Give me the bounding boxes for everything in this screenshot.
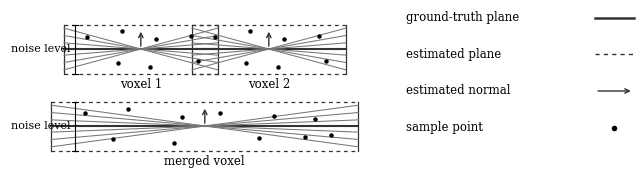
Text: voxel 2: voxel 2 (248, 78, 290, 91)
Text: noise level: noise level (11, 44, 70, 54)
Text: ground-truth plane: ground-truth plane (406, 11, 520, 24)
Text: noise level: noise level (11, 121, 70, 131)
Text: sample point: sample point (406, 121, 483, 134)
Text: estimated plane: estimated plane (406, 48, 502, 61)
Text: merged voxel: merged voxel (164, 155, 245, 168)
Text: voxel 1: voxel 1 (120, 78, 162, 91)
Text: estimated normal: estimated normal (406, 85, 511, 97)
